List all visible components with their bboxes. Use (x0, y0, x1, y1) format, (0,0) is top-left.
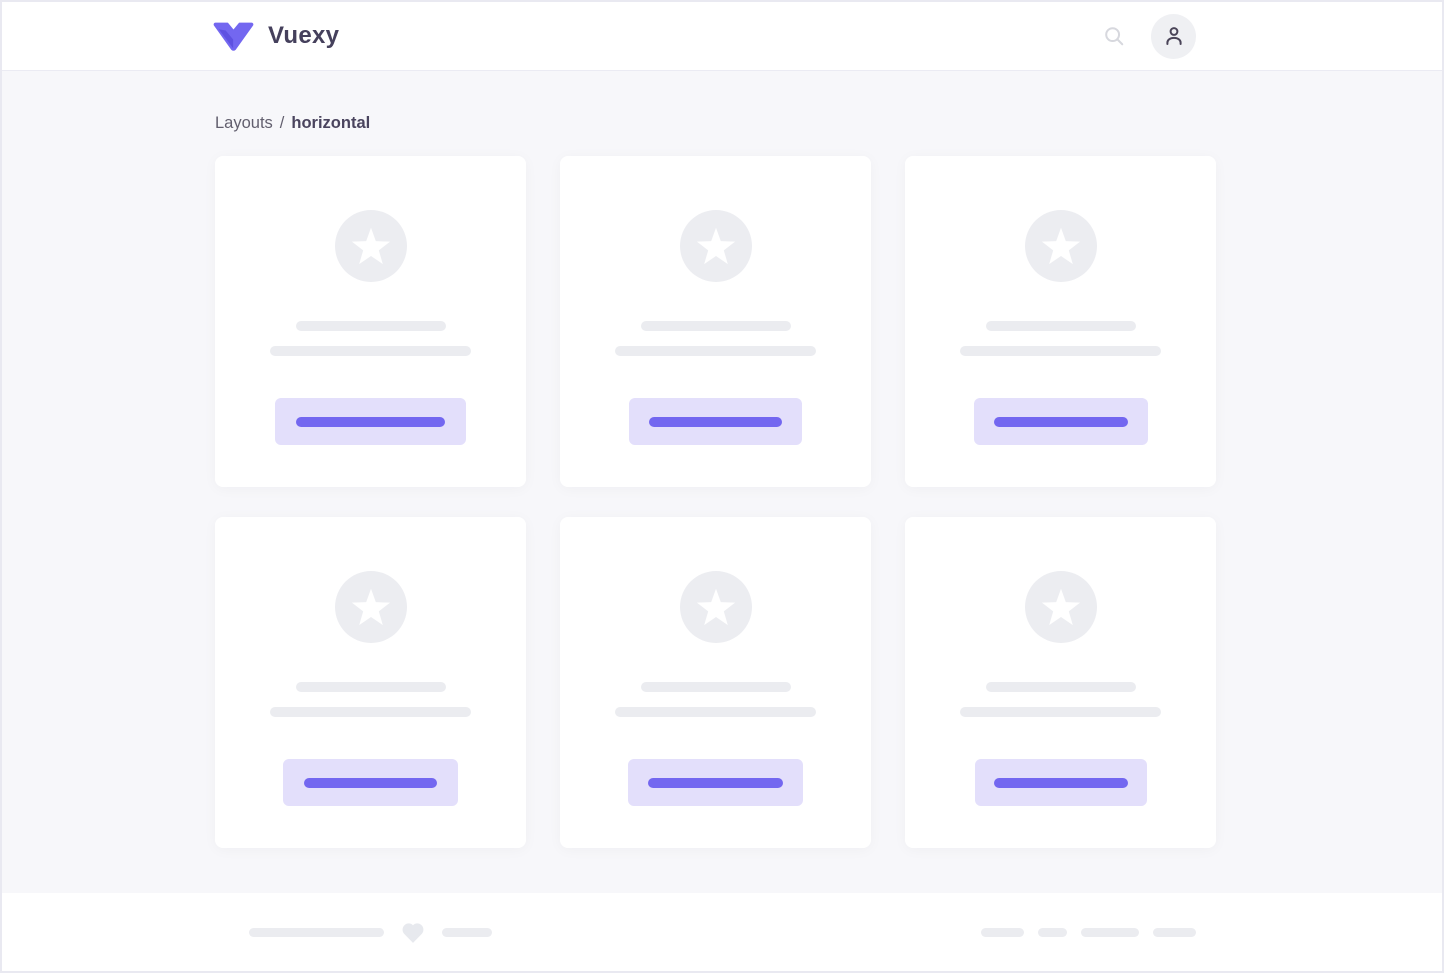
breadcrumb-separator: / (279, 114, 285, 132)
button-label-placeholder (649, 416, 782, 427)
placeholder-card (560, 517, 871, 848)
star-icon (351, 588, 390, 626)
text-line-placeholder (640, 321, 791, 331)
button-label-placeholder (993, 777, 1128, 788)
footer-left-line-1 (249, 927, 384, 937)
image-placeholder-circle (334, 571, 407, 643)
text-line-placeholder (985, 321, 1136, 331)
text-line-placeholder (615, 346, 816, 356)
text-line-placeholder (640, 682, 791, 692)
button-label-placeholder (648, 777, 783, 788)
footer-pill-placeholder (981, 927, 1024, 937)
button-placeholder[interactable] (973, 398, 1148, 445)
text-line-placeholder (960, 707, 1161, 717)
button-placeholder[interactable] (275, 398, 466, 445)
header-actions (1102, 13, 1196, 59)
placeholder-card (905, 156, 1216, 487)
text-line-placeholder (985, 682, 1136, 692)
user-icon (1165, 27, 1182, 45)
button-label-placeholder (304, 777, 437, 788)
search-icon (1105, 27, 1124, 46)
button-placeholder[interactable] (974, 759, 1147, 806)
header: Vuexy (2, 2, 1442, 71)
text-line-placeholder (960, 346, 1161, 356)
button-placeholder[interactable] (283, 759, 458, 806)
breadcrumb-current: horizontal (291, 114, 371, 132)
placeholder-card (560, 156, 871, 487)
vuexy-logo-icon (213, 22, 254, 51)
button-placeholder[interactable] (628, 759, 803, 806)
footer-left-line-2 (442, 927, 492, 937)
breadcrumb-section[interactable]: Layouts (215, 114, 273, 132)
text-line-placeholder (295, 321, 446, 331)
brand-logo-link[interactable]: Vuexy (213, 21, 339, 52)
star-icon (1041, 227, 1080, 265)
placeholder-card (215, 517, 526, 848)
image-placeholder-circle (1024, 210, 1097, 282)
brand-name: Vuexy (268, 22, 340, 49)
star-icon (696, 588, 735, 626)
image-placeholder-circle (1024, 571, 1097, 643)
image-placeholder-circle (334, 210, 407, 282)
star-icon (696, 227, 735, 265)
footer-pill-placeholder (1038, 927, 1067, 937)
text-line-placeholder (270, 346, 471, 356)
star-icon (351, 227, 390, 265)
button-label-placeholder (296, 416, 445, 427)
footer-right-placeholders (981, 893, 1196, 971)
image-placeholder-circle (679, 571, 752, 643)
button-label-placeholder (993, 416, 1128, 427)
image-placeholder-circle (679, 210, 752, 282)
placeholder-card (215, 156, 526, 487)
text-line-placeholder (615, 707, 816, 717)
search-button[interactable] (1102, 24, 1126, 48)
user-avatar-button[interactable] (1151, 13, 1196, 59)
button-placeholder[interactable] (629, 398, 802, 445)
star-icon (1041, 588, 1080, 626)
main-content: Layouts / horizontal (2, 71, 1442, 893)
footer-left-placeholders (249, 893, 492, 971)
text-line-placeholder (270, 707, 471, 717)
footer (2, 893, 1442, 971)
text-line-placeholder (295, 682, 446, 692)
placeholder-card (905, 517, 1216, 848)
footer-pill-placeholder (1153, 927, 1196, 937)
breadcrumb: Layouts / horizontal (215, 114, 1442, 133)
heart-icon (400, 920, 426, 944)
card-grid (215, 156, 1442, 848)
footer-pill-placeholder (1081, 927, 1139, 937)
